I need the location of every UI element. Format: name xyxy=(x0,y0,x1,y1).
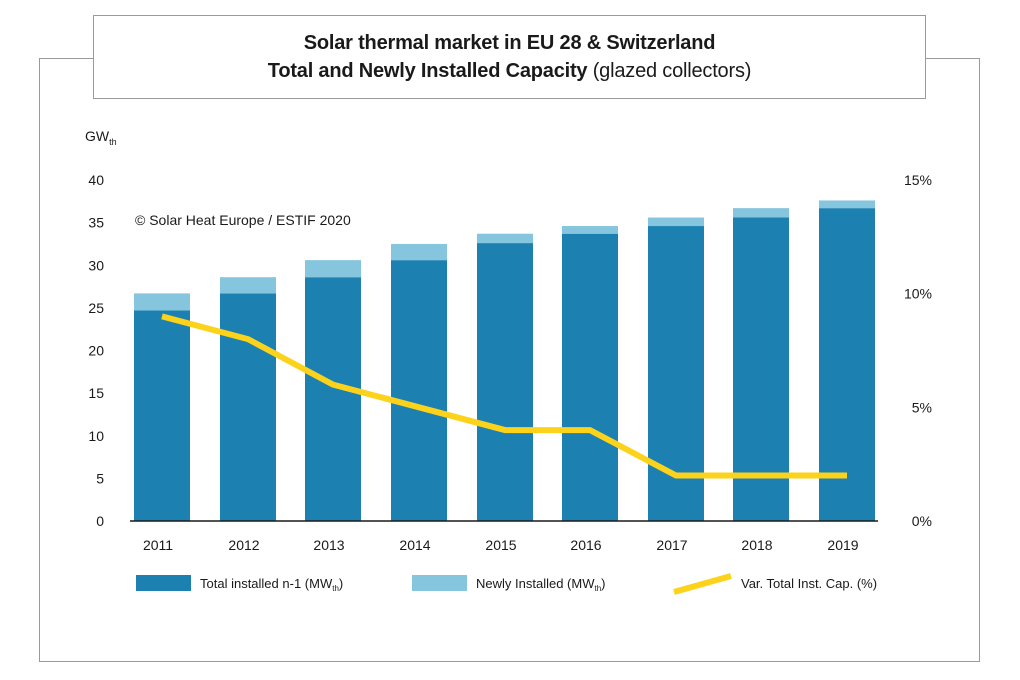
right-y-ticks: 0% 5% 10% 15% xyxy=(904,172,932,529)
y-axis-label-sub: th xyxy=(109,137,117,147)
legend-label-base: Var. Total Inst. Cap. (%) xyxy=(741,576,877,591)
legend-label-suffix: ) xyxy=(601,576,605,591)
y2-tick-10: 10% xyxy=(904,286,932,302)
x-tick-2018: 2018 xyxy=(741,537,772,553)
y2-tick-5: 5% xyxy=(912,399,932,415)
y-axis-label-text: GWth xyxy=(85,128,117,147)
x-tick-2011: 2011 xyxy=(143,537,173,553)
x-tick-2012: 2012 xyxy=(228,537,259,553)
legend-label-2: Newly Installed (MWth) xyxy=(476,576,605,593)
bar-new-2016 xyxy=(562,226,618,234)
legend-label-base: Total installed n-1 (MW xyxy=(200,576,333,591)
y-tick-35: 35 xyxy=(88,215,104,231)
legend-swatch-total xyxy=(136,575,191,591)
chart-title: Solar thermal market in EU 28 & Switzerl… xyxy=(303,32,716,54)
variation-line-group xyxy=(161,313,848,479)
bar-new-2017 xyxy=(648,217,704,227)
bar-new-2011 xyxy=(134,293,190,311)
subtitle-normal: (glazed collectors) xyxy=(587,60,752,82)
legend-swatch-line xyxy=(673,573,732,595)
x-ticks: 2011 2012 2013 2014 2015 2016 2017 2018 2019 xyxy=(143,537,859,553)
copyright-label: © Solar Heat Europe / ESTIF 2020 xyxy=(135,212,351,228)
legend-label-base: Newly Installed (MW xyxy=(476,576,595,591)
legend-label-3: Var. Total Inst. Cap. (%) xyxy=(741,576,877,591)
x-tick-2019: 2019 xyxy=(827,537,858,553)
bar-total-2012 xyxy=(220,293,276,521)
y-tick-30: 30 xyxy=(88,257,104,273)
x-tick-2014: 2014 xyxy=(399,537,430,553)
bar-total-2019 xyxy=(819,208,875,521)
y2-tick-0: 0% xyxy=(912,513,932,529)
y-tick-15: 15 xyxy=(88,385,104,401)
bar-total-2017 xyxy=(648,226,704,521)
legend-label-1: Total installed n-1 (MWth) xyxy=(200,576,343,593)
y2-tick-15: 15% xyxy=(904,172,932,188)
bar-total-2018 xyxy=(733,217,789,521)
bar-new-2018 xyxy=(733,208,789,218)
legend-swatch-new xyxy=(412,575,467,591)
bar-new-2012 xyxy=(220,277,276,294)
legend-label-sub: th xyxy=(332,584,339,593)
bar-new-2015 xyxy=(477,233,533,244)
bar-total-2013 xyxy=(305,277,361,521)
y-tick-25: 25 xyxy=(88,300,104,316)
x-tick-2016: 2016 xyxy=(570,537,601,553)
bar-total-2014 xyxy=(391,260,447,521)
title-box: Solar thermal market in EU 28 & Switzerl… xyxy=(93,15,926,99)
y-tick-5: 5 xyxy=(96,470,104,486)
bars xyxy=(134,200,875,521)
y-tick-20: 20 xyxy=(88,343,104,359)
y-axis-label-base: GW xyxy=(85,128,110,144)
x-tick-2013: 2013 xyxy=(313,537,344,553)
bar-new-2019 xyxy=(819,200,875,209)
bar-new-2014 xyxy=(391,243,447,261)
chart-subtitle: Total and Newly Installed Capacity (glaz… xyxy=(94,60,925,83)
bar-total-2016 xyxy=(562,233,618,521)
y-tick-40: 40 xyxy=(88,172,104,188)
legend-label-suffix: ) xyxy=(339,576,343,591)
y-tick-0: 0 xyxy=(96,513,104,529)
bar-new-2013 xyxy=(305,260,361,278)
x-tick-2017: 2017 xyxy=(656,537,687,553)
x-tick-2015: 2015 xyxy=(485,537,516,553)
left-y-ticks: 0 5 10 15 20 25 30 35 40 xyxy=(88,172,104,529)
y-tick-10: 10 xyxy=(88,428,104,444)
legend: Total installed n-1 (MWth) Newly Installe… xyxy=(136,573,877,595)
legend-label-sub: th xyxy=(594,584,601,593)
subtitle-bold: Total and Newly Installed Capacity xyxy=(267,60,588,82)
bar-total-2015 xyxy=(477,243,533,521)
bar-total-2011 xyxy=(134,310,190,521)
y-axis-label: GWth xyxy=(85,128,117,147)
